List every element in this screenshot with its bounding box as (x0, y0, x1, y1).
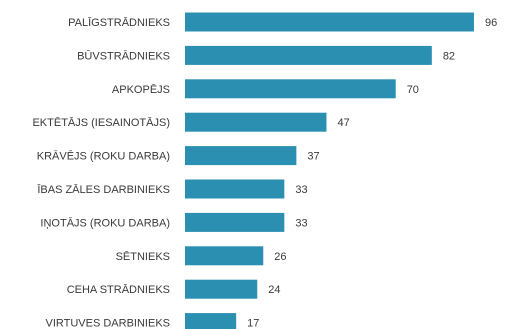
category-labels: PALĪGSTRĀDNIEKS BŪVSTRĀDNIEKS APKOPĒJS EKTĒ… (32, 17, 170, 329)
bar (185, 146, 297, 166)
category-label: ĪBAS ZĀLES DARBINIEKS (37, 184, 170, 196)
category-label: CEHA STRĀDNIEKS (67, 284, 170, 296)
value-label: 47 (337, 117, 349, 129)
value-label: 70 (407, 84, 419, 96)
value-label: 26 (274, 251, 286, 263)
category-label: PALĪGSTRĀDNIEKS (68, 17, 170, 29)
bar (185, 246, 264, 266)
category-label: KRĀVĒJS (ROKU DARBA) (37, 151, 170, 163)
bar (185, 79, 396, 99)
category-label: APKOPĒJS (112, 84, 170, 96)
value-label: 24 (268, 284, 280, 296)
bar (185, 313, 237, 329)
category-label: IŅOTĀJS (ROKU DARBA) (40, 217, 170, 229)
bar (185, 12, 474, 32)
value-label: 33 (295, 217, 307, 229)
bar (185, 179, 285, 199)
value-label: 33 (295, 184, 307, 196)
bars (185, 12, 474, 329)
value-labels: 96 82 70 47 37 33 33 26 24 17 (247, 17, 497, 329)
value-label: 37 (307, 151, 319, 163)
category-label: SĒTNIEKS (116, 251, 170, 263)
category-label: EKTĒTĀJS (IESAINOTĀJS) (32, 117, 170, 129)
value-label: 82 (443, 50, 455, 62)
category-label: VIRTUVES DARBINIEKS (46, 318, 171, 329)
bar (185, 279, 258, 299)
bar (185, 45, 432, 65)
value-label: 96 (485, 17, 497, 29)
bar (185, 112, 327, 132)
bar (185, 212, 285, 232)
value-label: 17 (247, 318, 259, 329)
category-label: BŪVSTRĀDNIEKS (77, 50, 170, 62)
